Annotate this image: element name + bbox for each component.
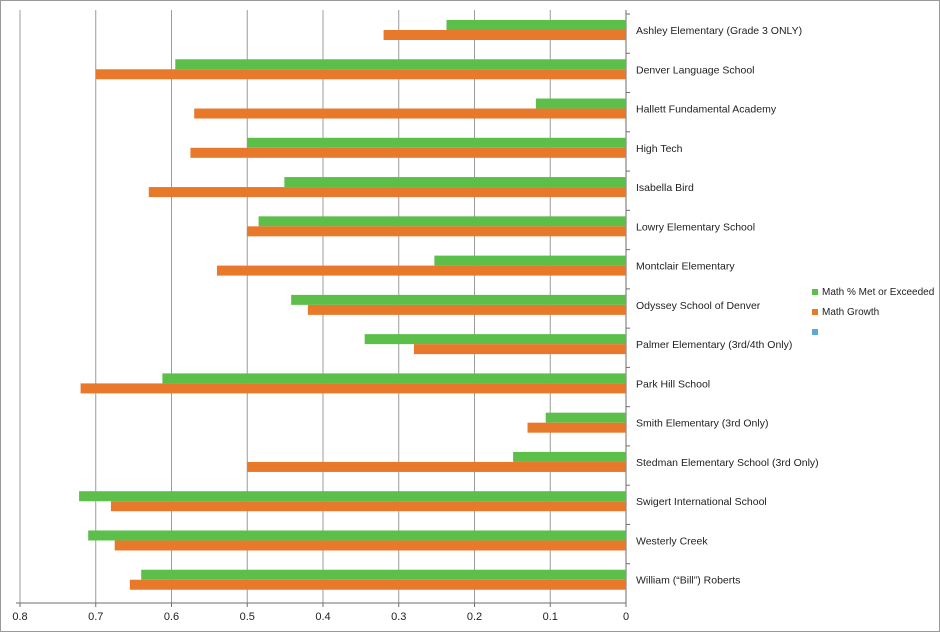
category-label: Swigert International School: [636, 496, 767, 508]
bar-math-met-exceeded: [258, 216, 626, 227]
category-label: High Tech: [636, 143, 683, 155]
bar-math-met-exceeded: [247, 137, 626, 148]
bar-math-growth: [148, 187, 626, 198]
bar-math-met-exceeded: [513, 451, 626, 462]
value-tick-label: 0.1: [543, 611, 558, 623]
category-label: Park Hill School: [636, 378, 710, 390]
legend-label: Math Growth: [822, 307, 879, 318]
category-label: Ashley Elementary (Grade 3 ONLY): [636, 25, 802, 37]
legend-swatch: [812, 329, 818, 335]
bar-math-met-exceeded: [79, 491, 626, 502]
bar-math-growth: [216, 265, 626, 276]
category-label: Montclair Elementary: [636, 261, 735, 273]
bar-math-growth: [190, 147, 626, 158]
bar-math-met-exceeded: [284, 177, 626, 188]
bar-math-growth: [114, 540, 626, 551]
bar-math-met-exceeded: [446, 20, 626, 30]
bar-math-growth: [307, 304, 626, 315]
category-label: Palmer Elementary (3rd/4th Only): [636, 339, 792, 351]
category-label: Smith Elementary (3rd Only): [636, 418, 768, 430]
bar-math-met-exceeded: [364, 334, 626, 345]
bar-math-growth: [110, 501, 626, 512]
bar-math-growth: [527, 422, 626, 433]
legend-swatch: [812, 289, 818, 295]
value-tick-label: 0.7: [88, 611, 103, 623]
bar-math-growth: [247, 226, 626, 237]
bar-math-met-exceeded: [291, 294, 626, 305]
bar-math-met-exceeded: [162, 373, 626, 384]
bar-math-growth: [383, 30, 626, 40]
bar-math-met-exceeded: [545, 412, 626, 423]
category-label: Isabella Bird: [636, 182, 694, 194]
bar-math-met-exceeded: [88, 530, 627, 541]
value-tick-label: 0.4: [315, 611, 330, 623]
bar-math-growth: [194, 108, 626, 119]
category-label: Odyssey School of Denver: [636, 300, 761, 312]
value-tick-label: 0: [623, 611, 629, 623]
bar-math-growth: [129, 579, 626, 590]
category-label: Lowry Elementary School: [636, 221, 755, 233]
category-label: Hallett Fundamental Academy: [636, 104, 777, 116]
bar-math-growth: [95, 69, 626, 80]
legend-label: Math % Met or Exceeded: [822, 287, 934, 298]
bar-math-met-exceeded: [434, 255, 626, 266]
value-tick-label: 0.8: [12, 611, 27, 623]
bar-math-met-exceeded: [535, 98, 626, 109]
value-tick-label: 0.3: [391, 611, 406, 623]
value-tick-label: 0.6: [164, 611, 179, 623]
bar-math-met-exceeded: [175, 59, 626, 70]
bar-math-growth: [80, 383, 627, 394]
bar-math-growth: [247, 461, 626, 472]
value-tick-label: 0.2: [467, 611, 482, 623]
bar-math-growth: [413, 344, 626, 355]
category-label: Westerly Creek: [636, 535, 708, 547]
value-tick-label: 0.5: [240, 611, 255, 623]
bar-math-met-exceeded: [141, 569, 626, 580]
category-label: Stedman Elementary School (3rd Only): [636, 457, 819, 469]
category-label: William (“Bill”) Roberts: [636, 575, 740, 587]
legend-swatch: [812, 309, 818, 315]
category-label: Denver Language School: [636, 64, 755, 76]
